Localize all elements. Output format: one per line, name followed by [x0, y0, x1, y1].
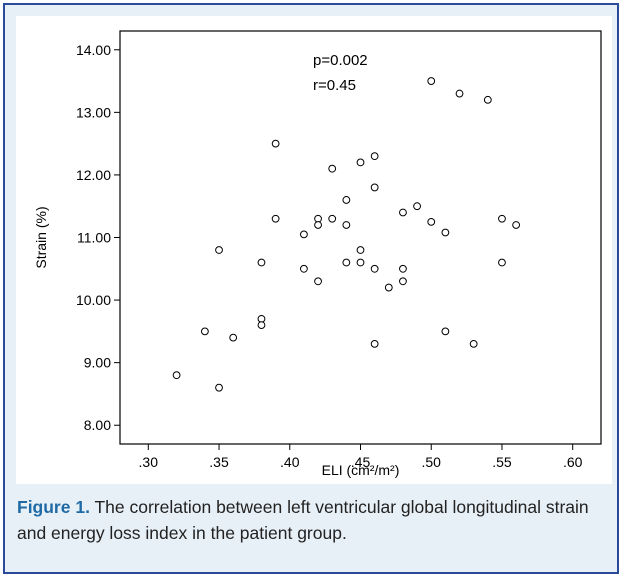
data-point [342, 196, 351, 204]
plot-panel: 8.00 9.00 10.00 11.00 12.00 13.00 14.00 .30 .35… [16, 16, 612, 484]
data-point [314, 221, 322, 229]
y-axis-label: Strain (%) [33, 206, 49, 268]
data-points [172, 77, 521, 392]
data-point [356, 258, 365, 267]
figure-caption: Figure 1. The correlation between left v… [17, 494, 609, 546]
data-point [257, 258, 266, 267]
data-point [370, 152, 379, 161]
data-point [370, 339, 379, 348]
data-point [342, 258, 351, 267]
scatter-chart: 8.00 9.00 10.00 11.00 12.00 13.00 14.00 .30 .35… [33, 30, 602, 478]
data-point [200, 327, 209, 336]
data-point [469, 339, 478, 348]
plot-area [119, 30, 602, 445]
plot-frame [119, 30, 602, 445]
y-tick-label: 11.00 [77, 230, 111, 246]
data-point [300, 264, 308, 273]
x-tick-label: .40 [280, 454, 300, 470]
data-point [441, 228, 450, 237]
data-point [483, 95, 492, 104]
x-tick-label: .30 [139, 454, 159, 470]
data-point [413, 202, 421, 211]
data-point [498, 214, 506, 223]
data-point [384, 283, 393, 292]
data-point [512, 221, 521, 229]
y-tick-label: 8.00 [84, 417, 111, 433]
data-point [441, 327, 450, 336]
data-point [300, 230, 308, 239]
x-axis: .30 .35 .40 .45 .50 .55 .60 [139, 444, 583, 470]
x-tick-label: .55 [492, 454, 512, 470]
y-tick-label: 10.00 [76, 292, 111, 308]
y-tick-label: 9.00 [84, 355, 111, 371]
data-point [314, 277, 322, 286]
x-axis-label: ELI (cm²/m²) [322, 462, 400, 478]
x-tick-label: .35 [209, 454, 229, 470]
data-point [257, 321, 266, 330]
data-point [356, 158, 365, 167]
figure-frame: 8.00 9.00 10.00 11.00 12.00 13.00 14.00 .30 .35… [3, 3, 619, 574]
data-point [399, 277, 407, 286]
y-axis: 8.00 9.00 10.00 11.00 12.00 13.00 14.00 [76, 42, 120, 433]
data-point [215, 246, 223, 254]
y-tick-label: 12.00 [76, 167, 111, 183]
data-point [370, 183, 379, 192]
data-point [455, 89, 464, 98]
caption-text: The correlation between left ventricular… [17, 497, 589, 543]
data-point [498, 258, 506, 267]
x-tick-label: .50 [422, 454, 442, 470]
data-point [172, 371, 181, 380]
y-tick-label: 13.00 [76, 104, 111, 120]
data-point [427, 77, 436, 85]
y-tick-label: 14.00 [76, 42, 111, 58]
data-point [370, 264, 379, 273]
annotations: p=0.002 r=0.45 [313, 52, 368, 94]
data-point [399, 264, 407, 273]
data-point [328, 214, 337, 223]
data-point [271, 214, 280, 223]
annotation-label: r=0.45 [313, 77, 356, 94]
data-point [328, 164, 337, 173]
data-point [427, 217, 436, 226]
data-point [215, 383, 223, 392]
data-point [399, 208, 407, 217]
annotation-label: p=0.002 [313, 52, 368, 69]
data-point [342, 221, 351, 229]
x-tick-label: .60 [563, 454, 583, 470]
figure-label: Figure 1. [17, 497, 90, 517]
data-point [271, 139, 280, 148]
x-tick-label: .45 [351, 454, 371, 470]
data-point [356, 246, 365, 254]
data-point [229, 333, 238, 342]
